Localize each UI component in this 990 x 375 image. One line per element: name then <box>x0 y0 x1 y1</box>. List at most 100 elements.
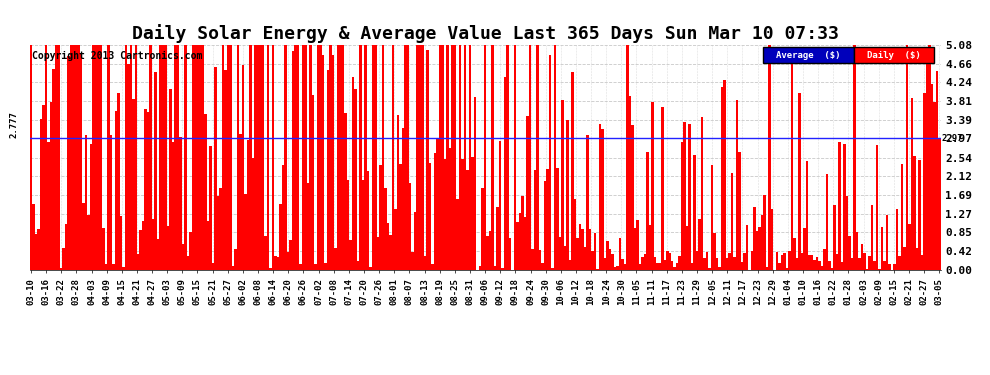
Bar <box>816 257 818 270</box>
Bar <box>886 215 888 270</box>
Bar <box>364 45 366 270</box>
Bar <box>225 70 227 270</box>
Bar <box>517 222 519 270</box>
Bar <box>563 246 566 270</box>
Bar <box>788 251 791 270</box>
Bar <box>451 45 453 270</box>
Bar <box>384 188 386 270</box>
Bar <box>332 55 335 270</box>
Bar <box>561 100 563 270</box>
Bar <box>54 45 57 270</box>
Bar <box>681 141 683 270</box>
Bar <box>245 194 247 270</box>
Bar <box>537 45 539 270</box>
Bar <box>875 145 878 270</box>
Bar <box>282 165 284 270</box>
Bar <box>568 261 571 270</box>
Bar <box>484 45 486 270</box>
Bar <box>558 237 561 270</box>
Bar <box>845 195 848 270</box>
Text: Average  ($): Average ($) <box>776 51 841 60</box>
Bar <box>100 45 102 270</box>
Bar <box>923 93 926 270</box>
Bar <box>648 225 651 270</box>
Bar <box>766 267 768 270</box>
Bar <box>529 45 532 270</box>
Bar <box>264 236 266 270</box>
Bar <box>865 269 868 270</box>
Bar <box>292 51 294 270</box>
Bar <box>863 253 865 270</box>
Bar <box>152 219 154 270</box>
Bar <box>668 253 671 270</box>
Bar <box>466 170 469 270</box>
Bar <box>125 45 127 270</box>
Bar <box>546 169 548 270</box>
Bar <box>829 261 831 270</box>
Bar <box>30 45 33 270</box>
Bar <box>901 164 903 270</box>
Bar <box>87 215 89 270</box>
Bar <box>716 258 719 270</box>
Bar <box>656 263 658 270</box>
Bar <box>294 45 297 270</box>
Bar <box>938 138 940 270</box>
Bar <box>453 45 456 270</box>
Bar <box>427 50 429 270</box>
Text: 2.777: 2.777 <box>10 112 19 138</box>
Bar <box>474 97 476 270</box>
Bar <box>826 174 829 270</box>
Title: Daily Solar Energy & Average Value Last 365 Days Sun Mar 10 07:33: Daily Solar Energy & Average Value Last … <box>132 24 839 44</box>
Bar <box>304 45 307 270</box>
Bar <box>936 71 938 270</box>
Bar <box>132 99 135 270</box>
Bar <box>878 269 881 270</box>
Bar <box>494 266 496 270</box>
Bar <box>122 267 125 270</box>
Bar <box>77 45 79 270</box>
Bar <box>606 241 609 270</box>
Bar <box>266 45 269 270</box>
Text: 2.97: 2.97 <box>941 134 963 143</box>
Bar <box>801 253 803 270</box>
Bar <box>254 45 256 270</box>
Bar <box>599 124 601 270</box>
Bar <box>544 181 546 270</box>
Bar <box>120 216 122 270</box>
Bar <box>699 219 701 270</box>
Bar <box>149 45 152 270</box>
Bar <box>791 48 793 270</box>
Bar <box>409 183 412 270</box>
Bar <box>356 261 359 270</box>
Bar <box>112 264 115 270</box>
Bar <box>314 264 317 270</box>
Bar <box>84 135 87 270</box>
Bar <box>634 228 636 270</box>
Bar <box>701 117 704 270</box>
Bar <box>818 261 821 270</box>
Bar <box>496 207 499 270</box>
Bar <box>337 45 340 270</box>
Bar <box>287 252 289 270</box>
Bar <box>394 209 397 270</box>
Bar <box>736 100 739 270</box>
Bar <box>242 65 245 270</box>
Bar <box>532 249 534 270</box>
Bar <box>72 45 74 270</box>
Bar <box>853 45 855 270</box>
Bar <box>758 227 761 270</box>
Bar <box>642 258 644 270</box>
Bar <box>89 144 92 270</box>
Bar <box>182 244 184 270</box>
Bar <box>906 45 908 270</box>
Bar <box>110 135 112 270</box>
Bar <box>259 45 261 270</box>
Bar <box>621 259 624 270</box>
Bar <box>194 45 197 270</box>
Bar <box>813 260 816 270</box>
Bar <box>811 255 813 270</box>
Bar <box>38 229 40 270</box>
Bar <box>881 227 883 270</box>
Bar <box>686 226 688 270</box>
Bar <box>432 264 434 270</box>
